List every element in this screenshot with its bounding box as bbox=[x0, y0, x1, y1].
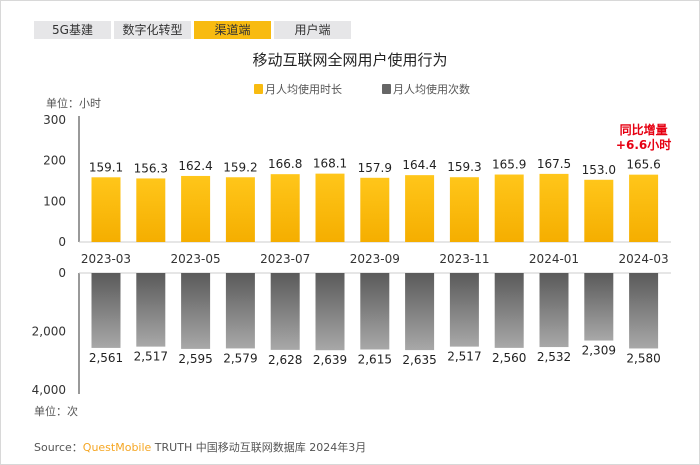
top-y-tick: 0 bbox=[58, 235, 66, 249]
count-data-label: 2,579 bbox=[223, 351, 257, 365]
count-bar bbox=[181, 273, 211, 349]
count-bar bbox=[584, 273, 614, 341]
tab-channel[interactable]: 渠道端 bbox=[194, 21, 271, 39]
count-bar bbox=[91, 273, 121, 348]
duration-data-label: 159.3 bbox=[447, 160, 481, 174]
count-data-label: 2,580 bbox=[626, 351, 660, 365]
x-tick-label: 2023-05 bbox=[171, 252, 221, 266]
duration-data-label: 166.8 bbox=[268, 157, 302, 171]
duration-data-label: 167.5 bbox=[537, 157, 571, 171]
count-data-label: 2,595 bbox=[178, 352, 212, 366]
duration-data-label: 164.4 bbox=[402, 158, 436, 172]
legend-item-duration: 月人均使用时长 bbox=[254, 81, 342, 97]
duration-bar bbox=[315, 173, 345, 242]
duration-data-label: 157.9 bbox=[358, 161, 392, 175]
bottom-y-tick: 4,000 bbox=[32, 383, 66, 397]
annotation-line1: 同比增量 bbox=[620, 122, 668, 137]
duration-bar bbox=[405, 175, 435, 242]
count-bar bbox=[315, 273, 345, 351]
top-y-tick: 200 bbox=[43, 154, 66, 168]
count-bar bbox=[494, 273, 524, 348]
annotation-line2: +6.6小时 bbox=[616, 137, 671, 152]
duration-data-label: 156.3 bbox=[134, 161, 168, 175]
count-data-label: 2,561 bbox=[89, 351, 123, 365]
count-bar bbox=[360, 273, 390, 350]
duration-data-label: 159.2 bbox=[223, 160, 257, 174]
brand-name: QuestMobile bbox=[82, 441, 152, 454]
bottom-y-tick: 0 bbox=[58, 266, 66, 280]
count-bar bbox=[405, 273, 435, 351]
tab-bar: 5G基建 数字化转型 渠道端 用户端 bbox=[34, 21, 351, 39]
chart-title: 移动互联网全网用户使用行为 bbox=[252, 51, 448, 69]
x-tick-label: 2023-09 bbox=[350, 252, 400, 266]
count-data-label: 2,517 bbox=[447, 350, 481, 364]
x-tick-label: 2023-11 bbox=[439, 252, 489, 266]
x-tick-label: 2023-03 bbox=[81, 252, 131, 266]
top-unit-label: 单位：小时 bbox=[46, 97, 101, 110]
duration-data-label: 153.0 bbox=[582, 163, 616, 177]
count-bar bbox=[629, 273, 659, 349]
count-data-label: 2,639 bbox=[313, 353, 347, 367]
x-tick-label: 2023-07 bbox=[260, 252, 310, 266]
top-y-tick: 300 bbox=[43, 113, 66, 127]
duration-bar bbox=[629, 174, 659, 242]
count-data-label: 2,615 bbox=[358, 352, 392, 366]
bottom-unit-label: 单位：次 bbox=[34, 405, 78, 418]
duration-data-label: 162.4 bbox=[178, 159, 212, 173]
duration-data-label: 159.1 bbox=[89, 160, 123, 174]
source-note: Source：QuestMobile TRUTH 中国移动互联网数据库 2024… bbox=[34, 441, 367, 454]
duration-data-label: 165.6 bbox=[626, 158, 660, 172]
duration-bar bbox=[584, 179, 614, 242]
tab-user[interactable]: 用户端 bbox=[274, 21, 351, 39]
tab-digital[interactable]: 数字化转型 bbox=[114, 21, 191, 39]
duration-bar bbox=[225, 177, 255, 242]
duration-bar bbox=[360, 177, 390, 242]
top-y-tick: 100 bbox=[43, 194, 66, 208]
x-tick-label: 2024-03 bbox=[619, 252, 669, 266]
count-data-label: 2,517 bbox=[134, 350, 168, 364]
duration-data-label: 168.1 bbox=[313, 157, 347, 171]
count-bar bbox=[449, 273, 479, 347]
count-data-label: 2,532 bbox=[537, 350, 571, 364]
count-data-label: 2,560 bbox=[492, 351, 526, 365]
duration-data-label: 165.9 bbox=[492, 158, 526, 172]
duration-bar bbox=[270, 174, 300, 242]
duration-bar bbox=[136, 178, 166, 242]
tab-5g[interactable]: 5G基建 bbox=[34, 21, 111, 39]
count-bar bbox=[270, 273, 300, 350]
duration-bar bbox=[449, 177, 479, 242]
count-bar bbox=[539, 273, 569, 348]
duration-bar bbox=[181, 175, 211, 242]
duration-bar bbox=[494, 174, 524, 242]
bottom-y-tick: 2,000 bbox=[32, 325, 66, 339]
count-data-label: 2,628 bbox=[268, 353, 302, 367]
count-bar bbox=[136, 273, 166, 347]
duration-bar bbox=[539, 173, 569, 242]
count-data-label: 2,309 bbox=[582, 344, 616, 358]
legend: 月人均使用时长 月人均使用次数 bbox=[254, 81, 470, 97]
x-tick-label: 2024-01 bbox=[529, 252, 579, 266]
legend-item-count: 月人均使用次数 bbox=[382, 81, 470, 97]
count-bar bbox=[225, 273, 255, 349]
duration-bar bbox=[91, 177, 121, 242]
count-data-label: 2,635 bbox=[402, 353, 436, 367]
